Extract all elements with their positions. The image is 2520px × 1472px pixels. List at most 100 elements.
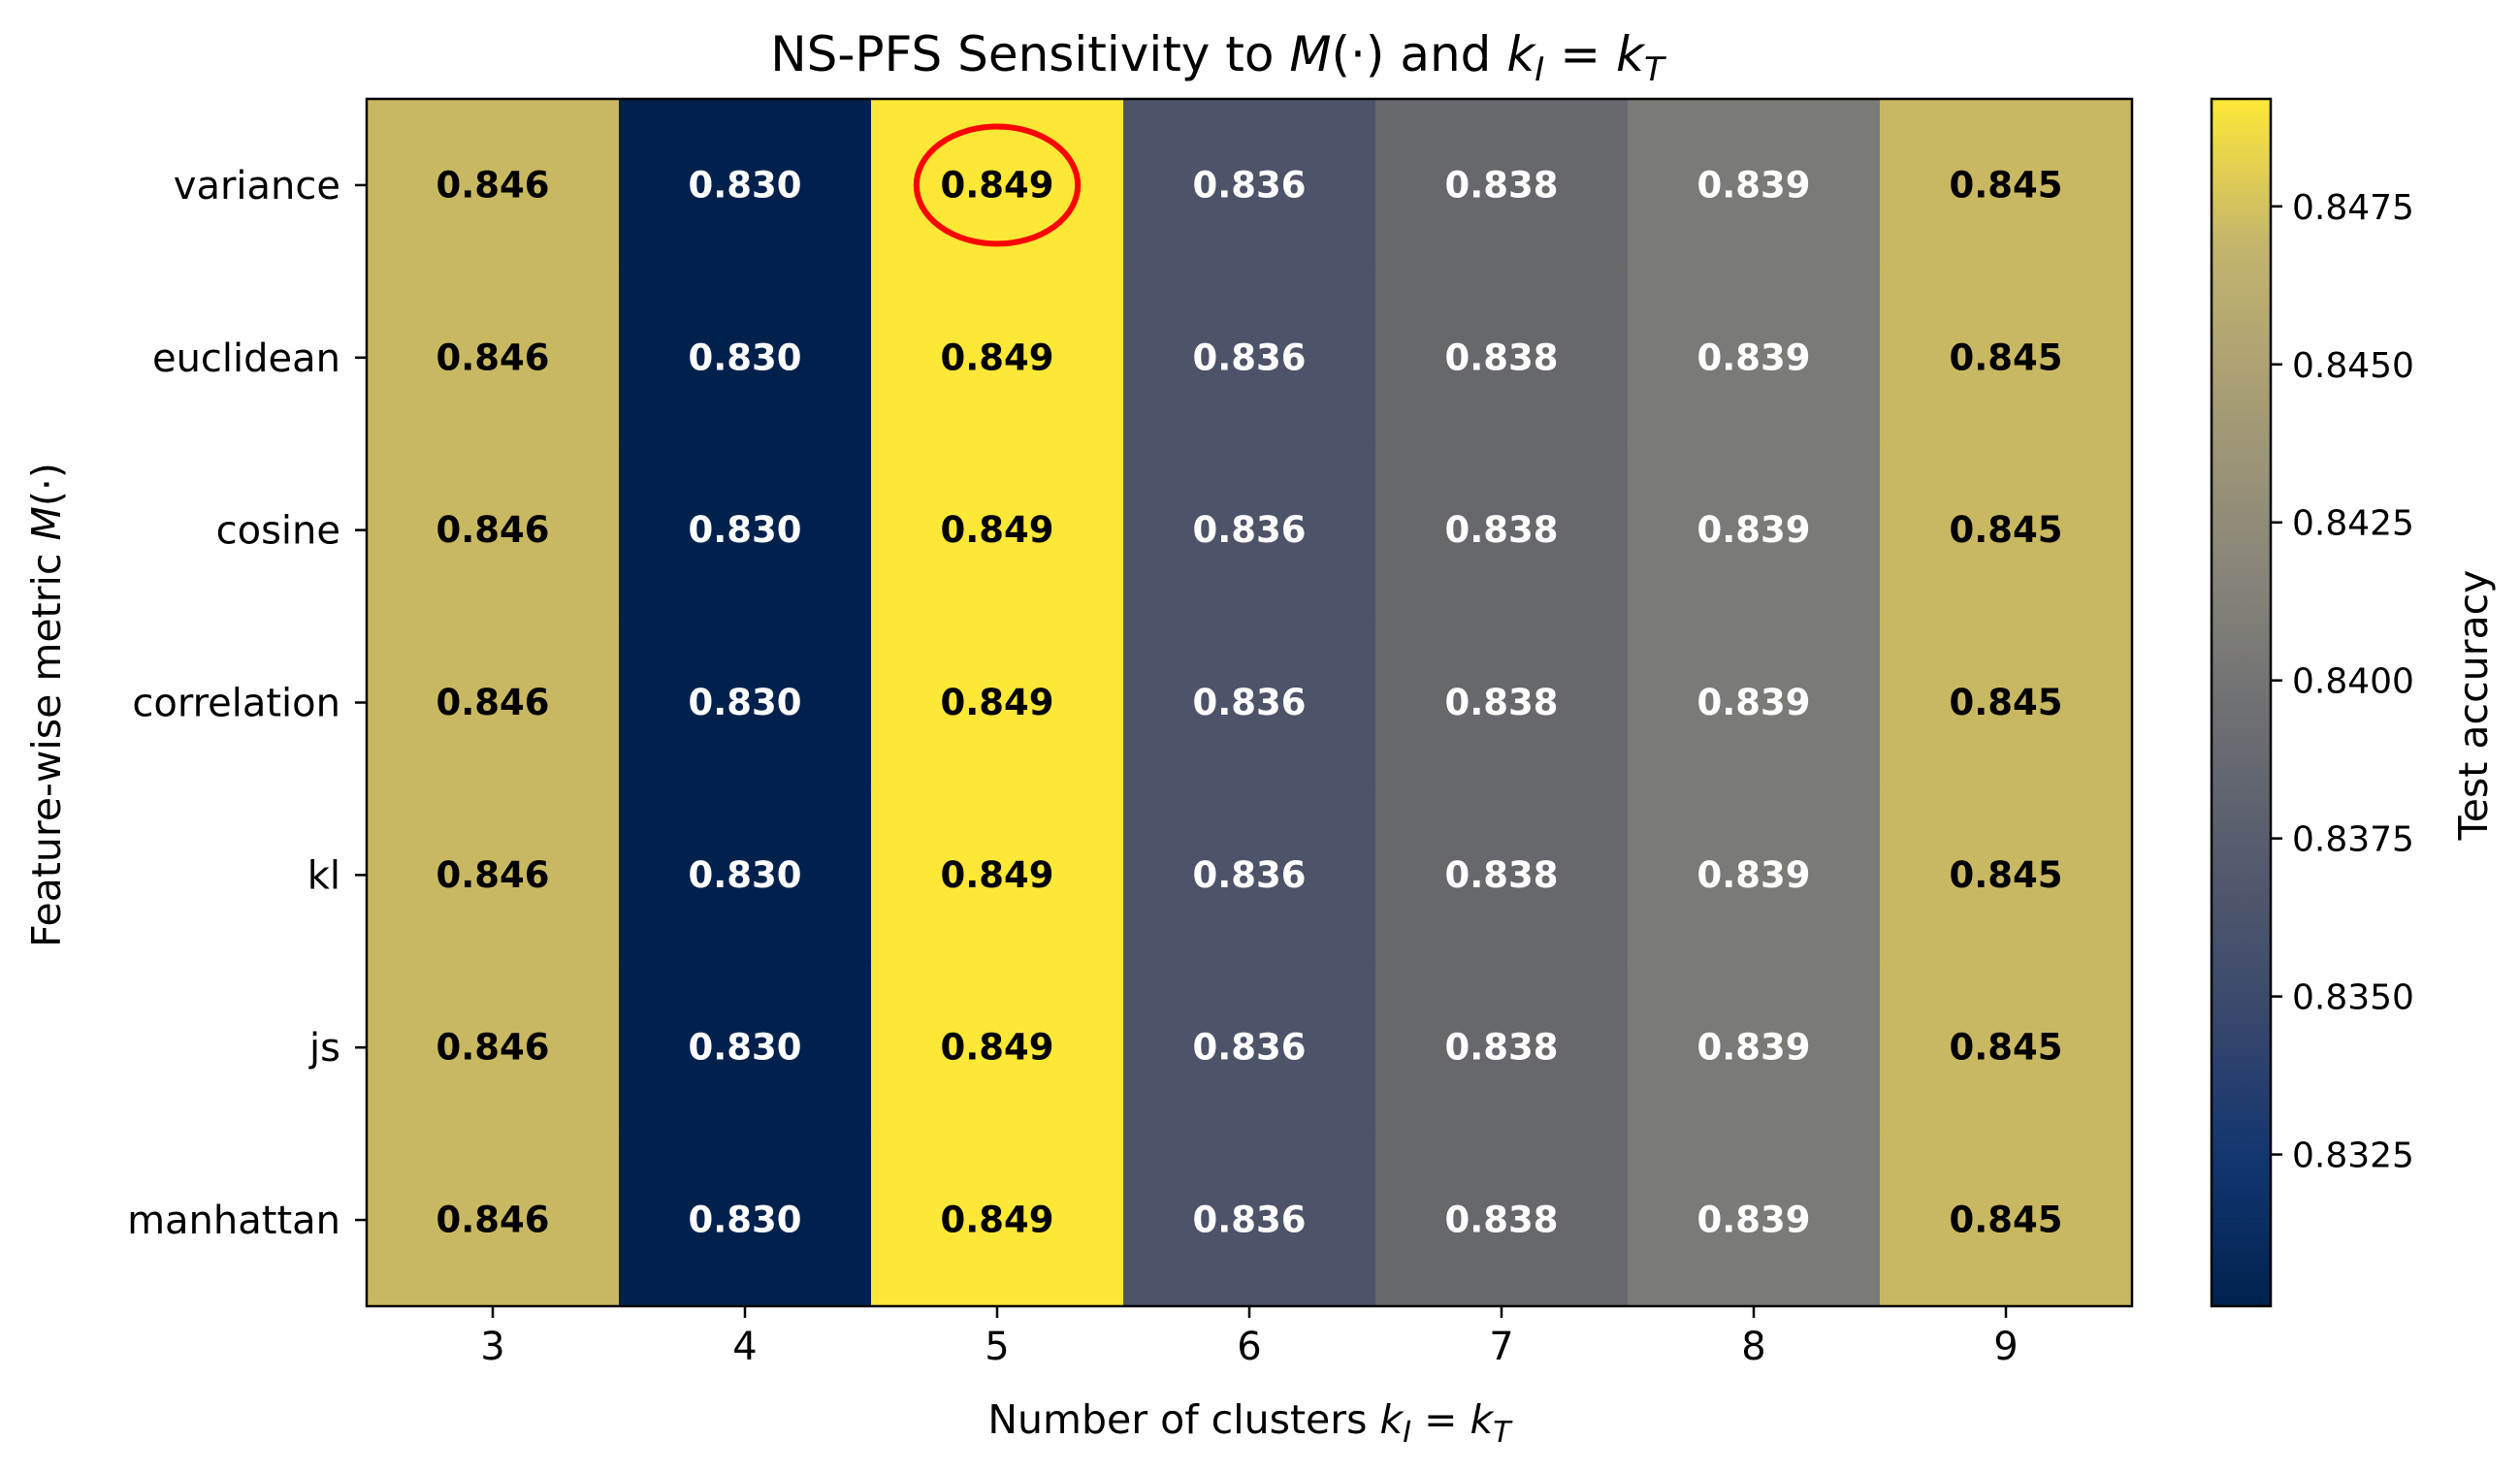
heatmap-cell [367,99,620,272]
heatmap-cell-label: 0.836 [1192,164,1306,206]
chart-title: NS-PFS Sensitivity to M(·) and kI = kT [770,26,1666,89]
heatmap-cell-label: 0.830 [688,854,801,896]
heatmap-cell [1123,616,1376,790]
heatmap-cell-label: 0.845 [1949,682,2062,723]
heatmap-cell [367,788,620,962]
heatmap-cell [1123,1134,1376,1307]
heatmap-cell-label: 0.846 [436,509,549,551]
heatmap-cell-label: 0.849 [940,336,1053,378]
heatmap-cell [1880,616,2133,790]
heatmap-cell-label: 0.830 [688,509,801,551]
x-tick-label: 6 [1237,1325,1261,1369]
heatmap-cell [1628,271,1881,445]
heatmap-cell [619,443,872,618]
heatmap-cells [367,99,2133,1307]
heatmap-cell-label: 0.846 [436,164,549,206]
heatmap-cell-label: 0.845 [1949,509,2062,551]
heatmap-cell-label: 0.836 [1192,1200,1306,1241]
y-tick-label: euclidean [152,336,340,381]
heatmap-cell [1123,443,1376,618]
y-tick-label: variance [174,164,340,208]
heatmap-cell [1375,616,1629,790]
heatmap-cell-label: 0.830 [688,164,801,206]
heatmap-cell [871,1134,1124,1307]
heatmap-cell-label: 0.849 [940,164,1053,206]
heatmap-cell-label: 0.839 [1696,1027,1810,1069]
heatmap-cell [871,271,1124,445]
colorbar-tick-label: 0.8400 [2292,662,2414,702]
heatmap-cell [1375,443,1629,618]
heatmap-cell [871,961,1124,1135]
heatmap-cell-label: 0.838 [1444,682,1558,723]
heatmap-cell [1123,99,1376,272]
colorbar-tick-label: 0.8375 [2292,820,2414,860]
heatmap-cell-label: 0.839 [1696,336,1810,378]
x-tick-label: 4 [732,1325,757,1369]
heatmap-cell [1628,788,1881,962]
y-tick-label: manhattan [127,1199,340,1243]
heatmap-cell-label: 0.838 [1444,164,1558,206]
heatmap-cell [1375,99,1629,272]
colorbar-tick-label: 0.8475 [2292,188,2414,228]
y-axis-ticks: variance euclidean cosine correlation kl js ma… [127,164,367,1243]
best-cell-highlight-ring [913,123,1082,247]
heatmap-cell [367,443,620,618]
heatmap-cell [1375,1134,1629,1307]
heatmap-cell-label: 0.839 [1696,1200,1810,1241]
heatmap-cell [1375,788,1629,962]
x-tick-label: 7 [1489,1325,1513,1369]
heatmap-cell-label: 0.830 [688,1200,801,1241]
heatmap-cell [1880,99,2133,272]
heatmap-cell [1880,271,2133,445]
heatmap-cell-label: 0.846 [436,336,549,378]
heatmap-cell-label: 0.830 [688,682,801,723]
heatmap-cell-label: 0.845 [1949,336,2062,378]
heatmap-cell [1375,271,1629,445]
heatmap-cell-label: 0.845 [1949,1027,2062,1069]
heatmap-cell [619,961,872,1135]
heatmap-cell [1628,1134,1881,1307]
colorbar-tick-label: 0.8450 [2292,346,2414,386]
heatmap-cell [1375,961,1629,1135]
heatmap-cell-label: 0.838 [1444,336,1558,378]
heatmap-cell-label: 0.846 [436,682,549,723]
heatmap-cell [1628,443,1881,618]
x-axis-ticks: 3 4 5 6 7 8 9 [480,1306,2019,1369]
heatmap-cell-label: 0.839 [1696,509,1810,551]
colorbar-label: Test accuracy [2450,570,2497,842]
colorbar-tick-label: 0.8425 [2292,504,2414,544]
x-tick-label: 9 [1993,1325,2018,1369]
colorbar-tick-label: 0.8350 [2292,978,2414,1018]
heatmap-cell [1880,443,2133,618]
heatmap-cell [619,99,872,272]
x-axis-label: Number of clusters kI = kT [987,1396,1513,1450]
heatmap-cell [871,616,1124,790]
heatmap-cell [619,1134,872,1307]
heatmap-cell [1628,961,1881,1135]
heatmap-cell-label: 0.845 [1949,164,2062,206]
heatmap-cell-label: 0.836 [1192,509,1306,551]
heatmap-cell-label: 0.838 [1444,509,1558,551]
heatmap-cell-label: 0.849 [940,1027,1053,1069]
heatmap-cell [1628,616,1881,790]
heatmap-cell-label: 0.838 [1444,854,1558,896]
heatmap-cell-label: 0.838 [1444,1200,1558,1241]
y-tick-label: js [308,1026,340,1071]
heatmap-cell-label: 0.845 [1949,854,2062,896]
heatmap-cell [1123,961,1376,1135]
heatmap-cell-label: 0.849 [940,682,1053,723]
colorbar [2210,97,2273,1308]
x-tick-label: 3 [480,1325,504,1369]
y-tick-label: cosine [216,509,340,554]
heatmap-cell-label: 0.846 [436,1200,549,1241]
heatmap-cell-label: 0.849 [940,1200,1053,1241]
colorbar-ticks: 0.8325 0.8350 0.8375 0.8400 0.8425 0.8450 0.84… [2271,188,2414,1176]
heatmap-cell-label: 0.839 [1696,164,1810,206]
heatmap-cell [619,788,872,962]
heatmap-cell [619,616,872,790]
heatmap-cell [619,271,872,445]
heatmap-cell-label: 0.845 [1949,1200,2062,1241]
heatmap-cell [367,961,620,1135]
